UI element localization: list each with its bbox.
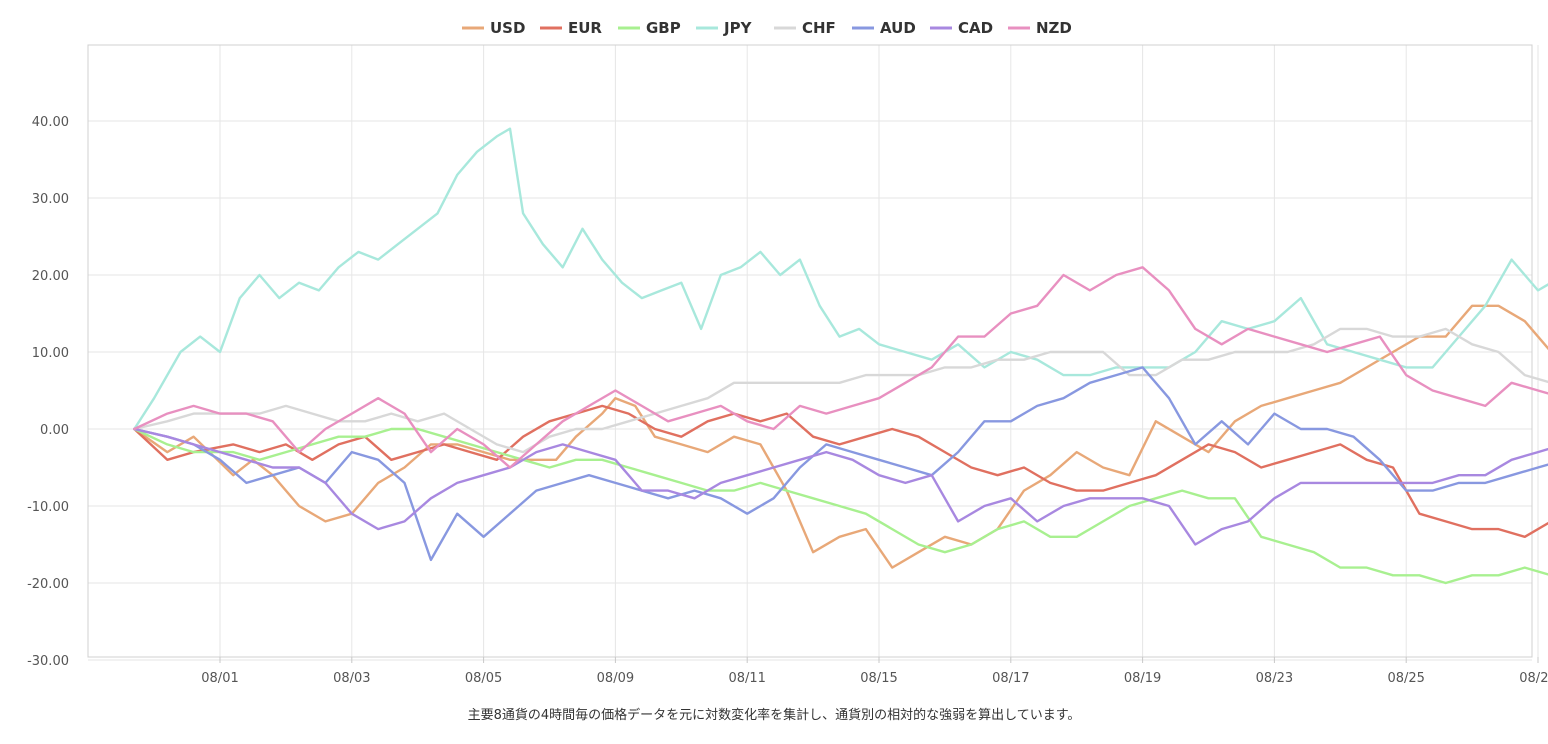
y-tick-label: 40.00 — [32, 115, 69, 130]
y-tick-label: 0.00 — [40, 423, 69, 438]
series-line-nzd — [133, 266, 1548, 469]
series-line-chf — [133, 327, 1548, 454]
y-tick-label: 30.00 — [32, 192, 69, 207]
x-tick-label: 08/09 — [597, 671, 634, 686]
series-line-usd — [133, 304, 1548, 569]
y-tick-label: -20.00 — [27, 577, 69, 592]
x-tick-label: 08/11 — [728, 671, 765, 686]
x-axis: 08/01 08/03 08/05 08/09 08/11 08/15 08/17 08/19… — [201, 657, 1548, 686]
legend-label: CAD — [958, 19, 993, 37]
series-line-cad — [133, 427, 1548, 546]
plot-frame — [87, 44, 1533, 658]
legend-label: NZD — [1036, 19, 1072, 37]
x-tick-label: 08/19 — [1124, 671, 1161, 686]
x-tick-label: 08/05 — [465, 671, 502, 686]
x-tick-label: 08/01 — [201, 671, 238, 686]
legend-label: AUD — [880, 19, 916, 37]
legend-label: JPY — [723, 19, 753, 37]
legend-label: GBP — [646, 19, 681, 37]
legend-label: EUR — [568, 19, 602, 37]
x-tick-label: 08/15 — [860, 671, 897, 686]
y-tick-label: -10.00 — [27, 500, 69, 515]
legend-item-jpy[interactable]: JPY — [696, 19, 753, 37]
y-tick-label: -30.00 — [27, 654, 69, 669]
y-tick-label: 20.00 — [32, 269, 69, 284]
grid — [88, 45, 1539, 661]
y-axis: -30.00 -20.00 -10.00 0.00 10.00 20.00 30.00 40.… — [27, 115, 69, 669]
legend-item-cad[interactable]: CAD — [930, 19, 993, 37]
x-tick-label: 08/25 — [1387, 671, 1424, 686]
x-tick-label: 08/23 — [1256, 671, 1293, 686]
x-tick-label: 08/17 — [992, 671, 1029, 686]
legend-item-gbp[interactable]: GBP — [618, 19, 681, 37]
legend-label: USD — [490, 19, 525, 37]
legend-item-eur[interactable]: EUR — [540, 19, 602, 37]
legend-item-usd[interactable]: USD — [462, 19, 525, 37]
legend[interactable]: USD EUR GBP JPY CHF AUD CAD NZD — [462, 19, 1072, 37]
series-line-jpy — [133, 127, 1548, 431]
legend-label: CHF — [802, 19, 836, 37]
series-line-gbp — [133, 427, 1548, 585]
series-line-aud — [133, 366, 1548, 562]
footer-note: 主要8通貨の4時間毎の価格データを元に対数変化率を集計し、通貨別の相対的な強弱を… — [467, 708, 1081, 723]
legend-item-nzd[interactable]: NZD — [1008, 19, 1072, 37]
series-line-eur — [133, 404, 1548, 538]
x-tick-label: 08/03 — [333, 671, 370, 686]
plot-border — [87, 44, 1533, 658]
series-lines — [133, 127, 1548, 585]
y-tick-label: 10.00 — [32, 346, 69, 361]
x-tick-label: 08/27 — [1519, 671, 1548, 686]
legend-item-chf[interactable]: CHF — [774, 19, 836, 37]
legend-item-aud[interactable]: AUD — [852, 19, 916, 37]
